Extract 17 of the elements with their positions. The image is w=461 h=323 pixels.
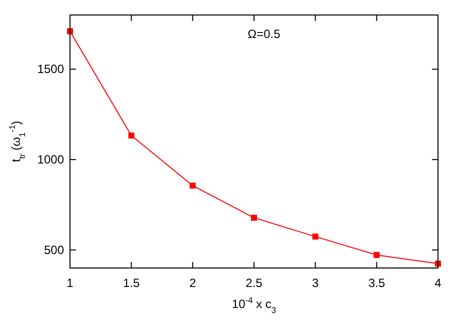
x-tick-label: 4	[434, 276, 442, 290]
point	[312, 234, 318, 240]
annotation: Ω=0.5	[248, 27, 281, 41]
y-tick-label: 500	[44, 242, 64, 257]
x-tick-label: 3	[312, 276, 319, 290]
x-tick-label: 2	[189, 276, 196, 290]
point	[190, 182, 196, 189]
x-axis-title: 10$^{-4}$ x c$_{3}$	[232, 295, 276, 315]
point	[128, 132, 134, 139]
y-tick-label: 1000	[37, 152, 64, 167]
x-tick-label: 1.5	[122, 276, 140, 290]
y-tick-label: 1500	[37, 62, 64, 76]
x-tick-label: 2.5	[246, 276, 263, 290]
x-tick-label: 1	[66, 276, 74, 290]
point	[251, 214, 257, 221]
x-tick-label: 3.5	[368, 276, 386, 290]
point	[374, 252, 380, 258]
